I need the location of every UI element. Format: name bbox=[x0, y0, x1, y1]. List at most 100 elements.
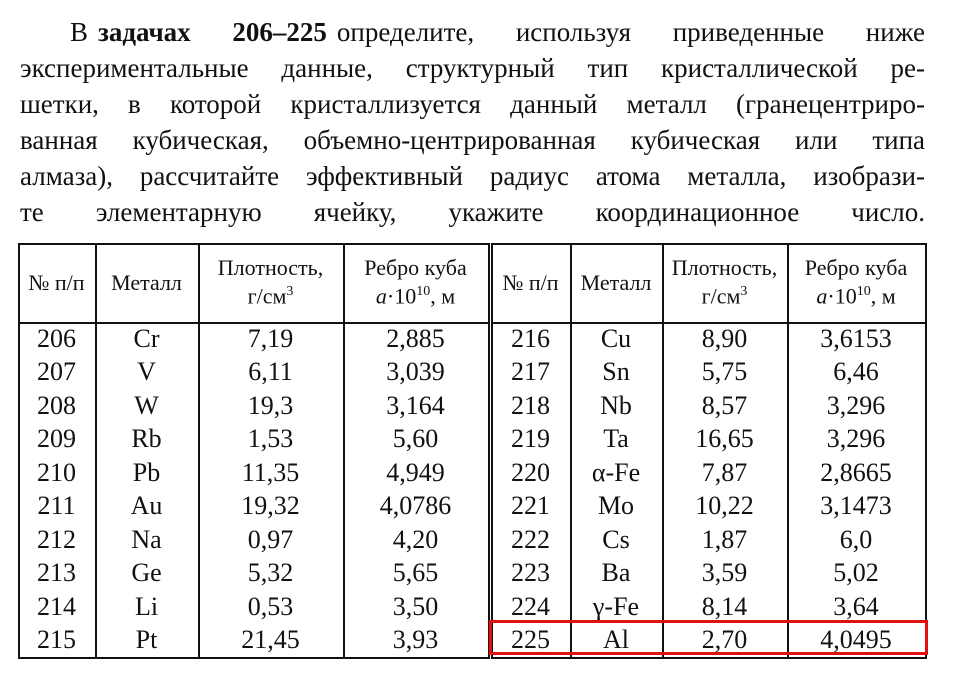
sup: 10 bbox=[856, 284, 871, 300]
sup: 3 bbox=[286, 284, 294, 300]
header-cell: Ребро куба a·1010, м bbox=[343, 243, 488, 322]
table-cell: 215 bbox=[37, 625, 76, 655]
unit: , м bbox=[430, 283, 456, 309]
table-cell: Cr bbox=[133, 323, 160, 353]
row-rule bbox=[18, 657, 490, 659]
col-rule bbox=[491, 243, 493, 657]
table-cell: Nb bbox=[600, 390, 632, 420]
table-cell: 207 bbox=[37, 357, 76, 387]
table-cell: 6,11 bbox=[248, 357, 293, 387]
table-cell: 10,22 bbox=[695, 491, 754, 521]
table-cell: 3,6153 bbox=[820, 323, 892, 353]
table-cell: 219 bbox=[511, 424, 550, 454]
col-rule bbox=[18, 243, 20, 657]
table-cell: 3,296 bbox=[826, 390, 886, 420]
table-cell: 222 bbox=[511, 524, 550, 554]
col-rule bbox=[488, 243, 490, 657]
table-cell: 213 bbox=[37, 558, 76, 588]
row-rule bbox=[18, 322, 490, 324]
table-cell: γ-Fe bbox=[592, 591, 640, 621]
table-cell: 19,32 bbox=[241, 491, 300, 521]
unit: г/см bbox=[701, 283, 741, 309]
header-cell: Металл bbox=[95, 243, 198, 322]
table-cell: 4,949 bbox=[386, 457, 445, 487]
unit: г/см bbox=[247, 283, 287, 309]
unit: , м bbox=[870, 283, 896, 309]
table-cell: 8,57 bbox=[701, 390, 748, 420]
row-rule bbox=[18, 243, 490, 245]
table-cell: 6,0 bbox=[839, 524, 873, 554]
table-cell: 0,53 bbox=[247, 591, 294, 621]
header-unit: a·1010, м bbox=[376, 280, 455, 308]
table-cell: 212 bbox=[37, 524, 76, 554]
table-cell: 16,65 bbox=[695, 424, 754, 454]
line-text: алмаза), рассчитайте эффективный радиус … bbox=[20, 161, 925, 191]
text-line: ванная кубическая, объемно-центрированна… bbox=[20, 122, 925, 158]
row-rule bbox=[491, 322, 927, 324]
table-cell: 3,1473 bbox=[820, 491, 892, 521]
table-cell: Rb bbox=[131, 424, 162, 454]
table-cell: 1,87 bbox=[701, 524, 748, 554]
table-cell: 4,20 bbox=[392, 524, 439, 554]
header-cell: Металл bbox=[570, 243, 662, 322]
table-cell: Sn bbox=[602, 357, 630, 387]
table-cell: Na bbox=[131, 524, 162, 554]
table-cell: 7,87 bbox=[701, 457, 748, 487]
text-line: те элементарную ячейку, укажите координа… bbox=[20, 194, 925, 230]
row-highlight bbox=[489, 620, 928, 655]
table-cell: 206 bbox=[37, 323, 76, 353]
table-cell: 3,59 bbox=[701, 558, 748, 588]
table-cell: 224 bbox=[511, 591, 550, 621]
table-cell: 223 bbox=[511, 558, 550, 588]
table-cell: 19,3 bbox=[247, 390, 294, 420]
table-cell: Li bbox=[134, 591, 159, 621]
table-cell: 0,97 bbox=[247, 524, 294, 554]
table-cell: Ge bbox=[131, 558, 162, 588]
table-cell: 214 bbox=[37, 591, 76, 621]
table-cell: W bbox=[134, 390, 159, 420]
line-text: те элементарную ячейку, укажите координа… bbox=[20, 197, 925, 227]
table-cell: Pt bbox=[135, 625, 158, 655]
col-rule bbox=[570, 243, 572, 657]
lead: В bbox=[70, 17, 89, 47]
header-cell: Плотность, г/см3 bbox=[198, 243, 343, 322]
table-cell: 3,50 bbox=[392, 591, 439, 621]
text-line: алмаза), рассчитайте эффективный радиус … bbox=[20, 158, 925, 194]
col-rule bbox=[925, 243, 927, 657]
table-cell: 217 bbox=[511, 357, 550, 387]
table-cell: 211 bbox=[37, 491, 76, 521]
header-no: № п/п bbox=[502, 269, 559, 295]
line-text: ванная кубическая, объемно-центрированна… bbox=[20, 125, 925, 155]
table-cell: Pb bbox=[132, 457, 161, 487]
table-cell: Au bbox=[130, 491, 163, 521]
table-cell: Al bbox=[603, 625, 629, 655]
table-cell: 5,02 bbox=[833, 558, 879, 588]
table-cell: 8,14 bbox=[701, 591, 748, 621]
header-cell: Плотность, г/см3 bbox=[662, 243, 787, 322]
var: a bbox=[816, 283, 828, 309]
table-cell: 209 bbox=[37, 424, 76, 454]
col-rule bbox=[198, 243, 200, 657]
table-cell: α-Fe bbox=[591, 457, 641, 487]
bold-text: задачах 206–225 bbox=[98, 17, 327, 47]
text-line: экспериментальные данные, структурный ти… bbox=[20, 50, 925, 86]
table-cell: Mo bbox=[597, 491, 635, 521]
header-density: Плотность, bbox=[671, 255, 778, 281]
table-cell: 5,60 bbox=[392, 424, 439, 454]
table-cell: 7,19 bbox=[247, 323, 294, 353]
table-cell: Cs bbox=[602, 524, 630, 554]
table-cell: 5,65 bbox=[392, 558, 439, 588]
table-cell: 2,885 bbox=[386, 323, 445, 353]
table-cell: 4,0786 bbox=[379, 491, 452, 521]
table-cell: 2,8665 bbox=[820, 457, 892, 487]
col-rule bbox=[343, 243, 345, 657]
table-cell: V bbox=[137, 357, 156, 387]
text-line: шетки, в которой кристаллизуется данный … bbox=[20, 86, 925, 122]
header-edge: Ребро куба bbox=[364, 255, 467, 281]
table-cell: 2,70 bbox=[701, 625, 748, 655]
row-rule bbox=[491, 243, 927, 245]
header-cell: Ребро куба a·1010, м bbox=[787, 243, 925, 322]
header-density: Плотность, bbox=[217, 255, 324, 281]
header-metal: Металл bbox=[580, 269, 652, 295]
table-cell: 4,0495 bbox=[820, 625, 892, 655]
